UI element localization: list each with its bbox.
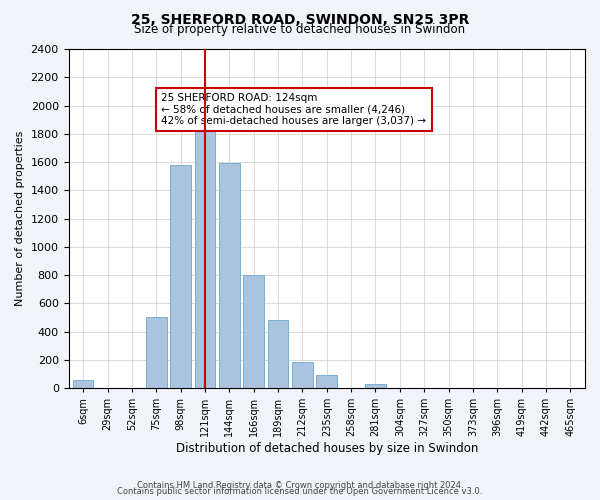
Bar <box>316 376 337 388</box>
Text: Contains HM Land Registry data © Crown copyright and database right 2024.: Contains HM Land Registry data © Crown c… <box>137 481 463 490</box>
Bar <box>292 362 313 388</box>
Text: Size of property relative to detached houses in Swindon: Size of property relative to detached ho… <box>134 22 466 36</box>
Text: Contains public sector information licensed under the Open Government Licence v3: Contains public sector information licen… <box>118 487 482 496</box>
Y-axis label: Number of detached properties: Number of detached properties <box>15 131 25 306</box>
Text: 25 SHERFORD ROAD: 124sqm
← 58% of detached houses are smaller (4,246)
42% of sem: 25 SHERFORD ROAD: 124sqm ← 58% of detach… <box>161 93 427 126</box>
Bar <box>219 164 239 388</box>
Bar <box>73 380 94 388</box>
Bar <box>170 165 191 388</box>
Bar <box>365 384 386 388</box>
Bar <box>244 275 264 388</box>
X-axis label: Distribution of detached houses by size in Swindon: Distribution of detached houses by size … <box>176 442 478 455</box>
Bar <box>146 318 167 388</box>
Bar <box>194 112 215 388</box>
Text: 25, SHERFORD ROAD, SWINDON, SN25 3PR: 25, SHERFORD ROAD, SWINDON, SN25 3PR <box>131 12 469 26</box>
Bar <box>268 320 289 388</box>
